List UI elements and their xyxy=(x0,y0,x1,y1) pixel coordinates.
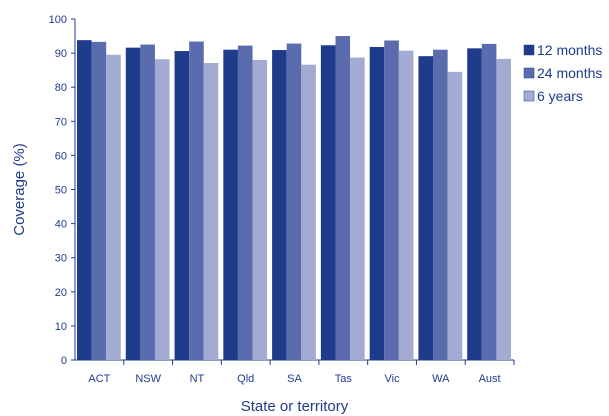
bar-qld-12-months xyxy=(223,49,238,360)
y-tick-label: 50 xyxy=(55,185,67,197)
bar-aust-24-months xyxy=(481,43,497,360)
bar-sa-24-months xyxy=(286,43,302,360)
bar-qld-6-years xyxy=(252,59,268,361)
bar-sa-12-months xyxy=(272,50,287,360)
legend-swatch xyxy=(523,67,535,79)
bar-wa-24-months xyxy=(433,49,448,360)
legend-label: 12 months xyxy=(537,42,602,58)
bar-act-12-months xyxy=(77,40,92,360)
legend: 12 months 24 months 6 years xyxy=(523,42,602,104)
y-tick-label: 0 xyxy=(61,355,67,367)
bar-tas-12-months xyxy=(320,45,336,361)
bar-act-24-months xyxy=(91,41,107,361)
bar-nsw-12-months xyxy=(125,47,141,360)
x-tick-label: ACT xyxy=(88,373,110,385)
bar-nsw-6-years xyxy=(154,59,170,360)
bar-act-6-years xyxy=(106,54,121,361)
bar-vic-24-months xyxy=(384,40,399,360)
y-tick-label: 80 xyxy=(55,82,67,94)
y-tick-label: 90 xyxy=(55,48,67,60)
x-tick-label: NT xyxy=(190,373,205,385)
x-tick-label: SA xyxy=(287,373,302,385)
legend-label: 24 months xyxy=(537,65,602,81)
bar-vic-6-years xyxy=(398,50,414,360)
bar-qld-24-months xyxy=(237,45,253,361)
y-tick-label: 40 xyxy=(55,219,67,231)
legend-swatch xyxy=(523,44,535,56)
bar-nsw-24-months xyxy=(140,44,155,360)
bar-sa-6-years xyxy=(301,64,316,360)
bar-tas-6-years xyxy=(350,57,365,361)
legend-label: 6 years xyxy=(537,88,583,104)
y-tick-label: 100 xyxy=(49,14,67,26)
bar-nt-12-months xyxy=(174,51,190,360)
x-tick-label: WA xyxy=(432,373,450,385)
bar-nt-6-years xyxy=(203,62,219,360)
x-axis-ticks: ACT NSW NT Qld SA Tas Vic WA Aust xyxy=(88,360,515,385)
bar-vic-12-months xyxy=(369,46,385,360)
bar-aust-12-months xyxy=(467,48,482,361)
bars-group xyxy=(77,36,511,361)
y-tick-label: 60 xyxy=(55,150,67,162)
y-axis-ticks: 0 10 20 30 40 50 60 70 80 90 100 xyxy=(49,14,75,367)
x-axis-title: State or territory xyxy=(241,398,349,415)
bar-wa-12-months xyxy=(418,56,434,360)
x-tick-label: NSW xyxy=(135,373,161,385)
bar-nt-24-months xyxy=(189,41,204,360)
y-tick-label: 10 xyxy=(55,321,67,333)
bar-wa-6-years xyxy=(447,71,463,360)
y-tick-label: 20 xyxy=(55,287,67,299)
bar-aust-6-years xyxy=(496,58,511,360)
x-tick-label: Vic xyxy=(385,373,401,385)
y-axis-title: Coverage (%) xyxy=(11,143,28,236)
x-tick-label: Tas xyxy=(335,373,353,385)
x-tick-label: Aust xyxy=(479,373,501,385)
legend-swatch xyxy=(523,90,535,102)
x-tick-label: Qld xyxy=(237,373,254,385)
y-tick-label: 70 xyxy=(55,116,67,128)
y-tick-label: 30 xyxy=(55,253,67,265)
bar-tas-24-months xyxy=(335,36,351,361)
